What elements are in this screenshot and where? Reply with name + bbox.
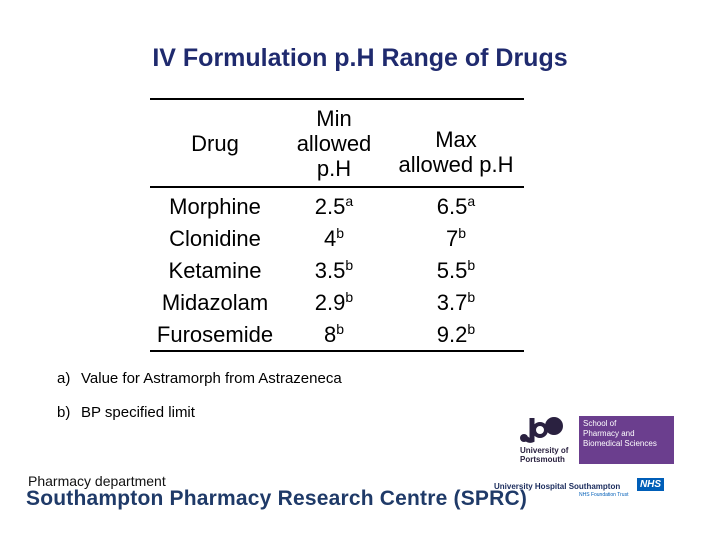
department-label: Pharmacy department — [28, 473, 166, 489]
max-ph-value: 3.7b — [436, 288, 476, 315]
drug-name: Morphine — [169, 193, 261, 219]
min-ph-value: 2.9b — [314, 288, 354, 315]
uhs-nhs-logo: University Hospital Southampton NHS NHS … — [494, 478, 674, 500]
school-badge: School of Pharmacy and Biomedical Scienc… — [579, 416, 674, 464]
table-row: Ketamine 3.5b 5.5b — [150, 254, 524, 286]
portsmouth-mark-icon — [520, 417, 563, 443]
max-ph-value: 7b — [445, 224, 467, 251]
drug-name: Ketamine — [168, 257, 262, 283]
drug-name: Midazolam — [161, 289, 269, 315]
header-drug: Drug — [191, 130, 239, 156]
table-body: Morphine 2.5a 6.5a Clonidine 4b 7b Ketam… — [150, 188, 524, 350]
table-row: Morphine 2.5a 6.5a — [150, 190, 524, 222]
drug-name: Furosemide — [156, 321, 274, 347]
max-ph-value: 5.5b — [436, 256, 476, 283]
table-row: Furosemide 8b 9.2b — [150, 318, 524, 350]
drug-name: Clonidine — [169, 225, 261, 251]
university-of-portsmouth-logo: University of Portsmouth School of Pharm… — [518, 414, 674, 466]
min-ph-value: 3.5b — [314, 256, 354, 283]
table-row: Clonidine 4b 7b — [150, 222, 524, 254]
min-ph-value: 2.5a — [314, 192, 354, 219]
ph-range-table: Drug Min allowed p.H Max allowed p.H Mor… — [150, 98, 524, 352]
table-header-row: Drug Min allowed p.H Max allowed p.H — [150, 100, 524, 188]
footnote-a: a) Value for Astramorph from Astrazeneca — [57, 370, 342, 387]
footnote-b: b) BP specified limit — [57, 404, 195, 421]
table-row: Midazolam 2.9b 3.7b — [150, 286, 524, 318]
max-ph-value: 6.5a — [436, 192, 476, 219]
header-min-ph: Min allowed p.H — [296, 105, 372, 181]
slide-title: IV Formulation p.H Range of Drugs — [152, 44, 568, 72]
header-max-ph: Max allowed p.H — [398, 127, 514, 177]
min-ph-value: 4b — [323, 224, 345, 251]
research-centre-name: Southampton Pharmacy Research Centre (SP… — [26, 487, 528, 510]
nhs-badge: NHS — [637, 478, 664, 491]
max-ph-value: 9.2b — [436, 320, 476, 347]
min-ph-value: 8b — [323, 320, 345, 347]
footnotes: a) Value for Astramorph from Astrazeneca… — [57, 370, 342, 438]
